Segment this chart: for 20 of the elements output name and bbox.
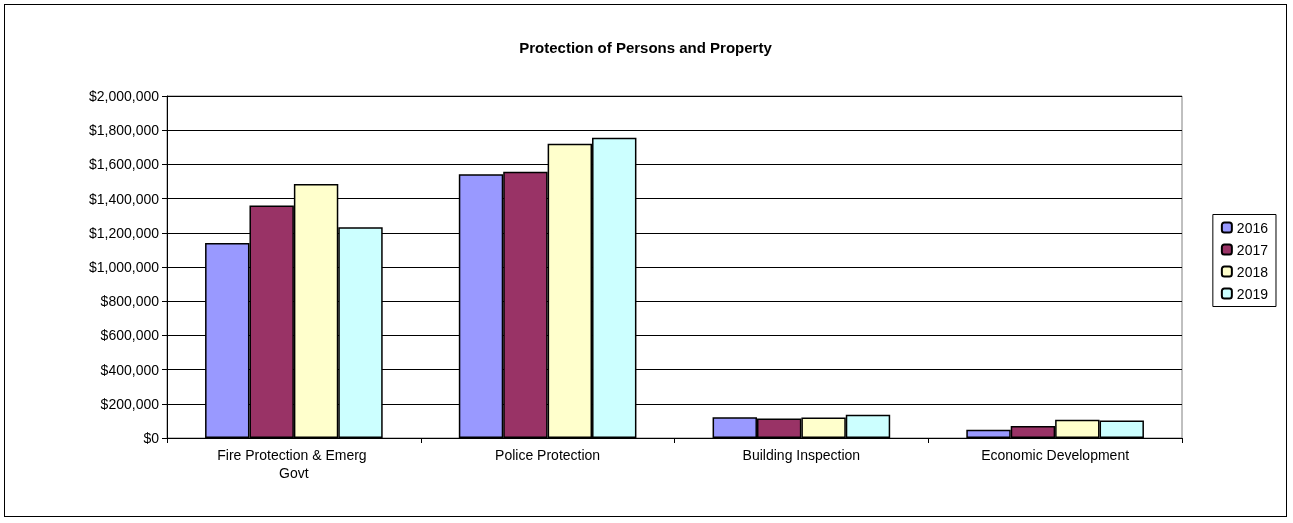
y-tick-label: $800,000 [100, 293, 160, 310]
y-tick-label: $400,000 [100, 361, 160, 378]
legend-label: 2019 [1236, 285, 1269, 302]
y-tick-label: $600,000 [100, 327, 160, 344]
legend-label: 2017 [1236, 241, 1269, 258]
x-tick-label: Police Protection [495, 447, 601, 463]
legend-label: 2018 [1236, 263, 1269, 280]
y-tick-label: $1,600,000 [88, 156, 160, 173]
y-tick-label: $1,200,000 [88, 224, 160, 241]
y-tick-label: $2,000,000 [88, 88, 160, 104]
y-tick-label: $1,400,000 [88, 190, 160, 207]
y-tick-label: $1,000,000 [88, 259, 160, 275]
y-tick-label: $200,000 [100, 395, 160, 412]
legend-label: 2016 [1236, 219, 1269, 236]
y-tick-label: $0 [143, 430, 160, 446]
y-tick-label: $1,800,000 [88, 122, 160, 139]
x-tick-label: Fire Protection & Emerg Govt [217, 447, 371, 481]
chart-title: Protection of Persons and Property [519, 39, 773, 56]
x-tick-label: Building Inspection [742, 447, 861, 463]
x-tick-label: Economic Development [981, 447, 1130, 463]
